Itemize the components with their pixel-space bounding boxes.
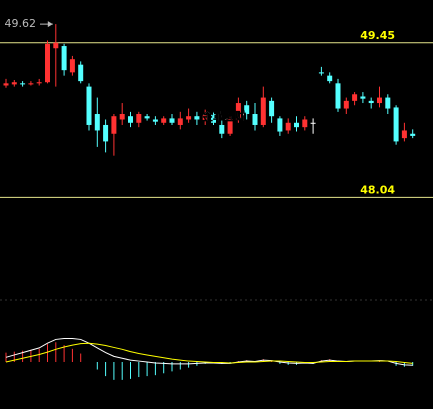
price-label: 48.04 bbox=[360, 183, 395, 196]
candle-body bbox=[186, 116, 192, 120]
candle-body bbox=[103, 124, 109, 142]
candle-body bbox=[235, 103, 241, 120]
candle-body bbox=[152, 119, 158, 122]
high-arrow-head bbox=[47, 21, 53, 28]
candle-body bbox=[252, 114, 258, 125]
candle-body bbox=[352, 94, 358, 101]
candle-body bbox=[144, 116, 150, 119]
candle-body bbox=[202, 114, 208, 121]
candle-body bbox=[28, 83, 34, 85]
candle-body bbox=[385, 97, 391, 109]
candle-body bbox=[227, 119, 233, 134]
candle-body bbox=[219, 124, 225, 134]
candle-body bbox=[86, 86, 92, 125]
candle-body bbox=[360, 96, 366, 99]
candle-body bbox=[111, 116, 117, 134]
candle-body bbox=[277, 118, 283, 132]
high-label: 49.62 bbox=[5, 17, 37, 30]
candle-body bbox=[377, 97, 382, 104]
price-label: 49.45 bbox=[360, 29, 395, 42]
watermark: 金革理财 bbox=[202, 109, 246, 123]
candle-body bbox=[11, 82, 17, 85]
candle-body bbox=[161, 118, 167, 123]
candle-body bbox=[310, 122, 316, 124]
candle-body bbox=[128, 116, 133, 123]
candle-body bbox=[211, 114, 216, 123]
candle-body bbox=[244, 105, 250, 115]
candle-body bbox=[61, 46, 67, 71]
candle-body bbox=[302, 119, 308, 128]
candle-body bbox=[285, 122, 291, 131]
candle-body bbox=[136, 114, 142, 123]
candle-body bbox=[327, 75, 333, 82]
candle-body bbox=[169, 118, 175, 123]
candle-body bbox=[53, 42, 59, 49]
candle-body bbox=[318, 72, 324, 74]
candle-body bbox=[194, 116, 200, 120]
candle-body bbox=[177, 118, 183, 125]
candle-body bbox=[20, 83, 26, 85]
candle-body bbox=[36, 82, 42, 84]
candle-body bbox=[94, 114, 100, 131]
candle-body bbox=[410, 133, 416, 136]
candle-body bbox=[401, 130, 407, 139]
candle-body bbox=[69, 59, 75, 73]
candle-body bbox=[260, 97, 266, 125]
candle-body bbox=[3, 83, 9, 86]
candle-body bbox=[269, 100, 275, 117]
macd-dea-line bbox=[5, 342, 413, 364]
candle-body bbox=[335, 83, 341, 109]
candle-body bbox=[393, 107, 399, 142]
candle-body bbox=[368, 100, 374, 104]
candle-body bbox=[45, 43, 50, 83]
candle-body bbox=[78, 64, 84, 82]
candle-body bbox=[343, 100, 349, 109]
candle-body bbox=[119, 114, 125, 120]
candle-body bbox=[294, 122, 299, 128]
